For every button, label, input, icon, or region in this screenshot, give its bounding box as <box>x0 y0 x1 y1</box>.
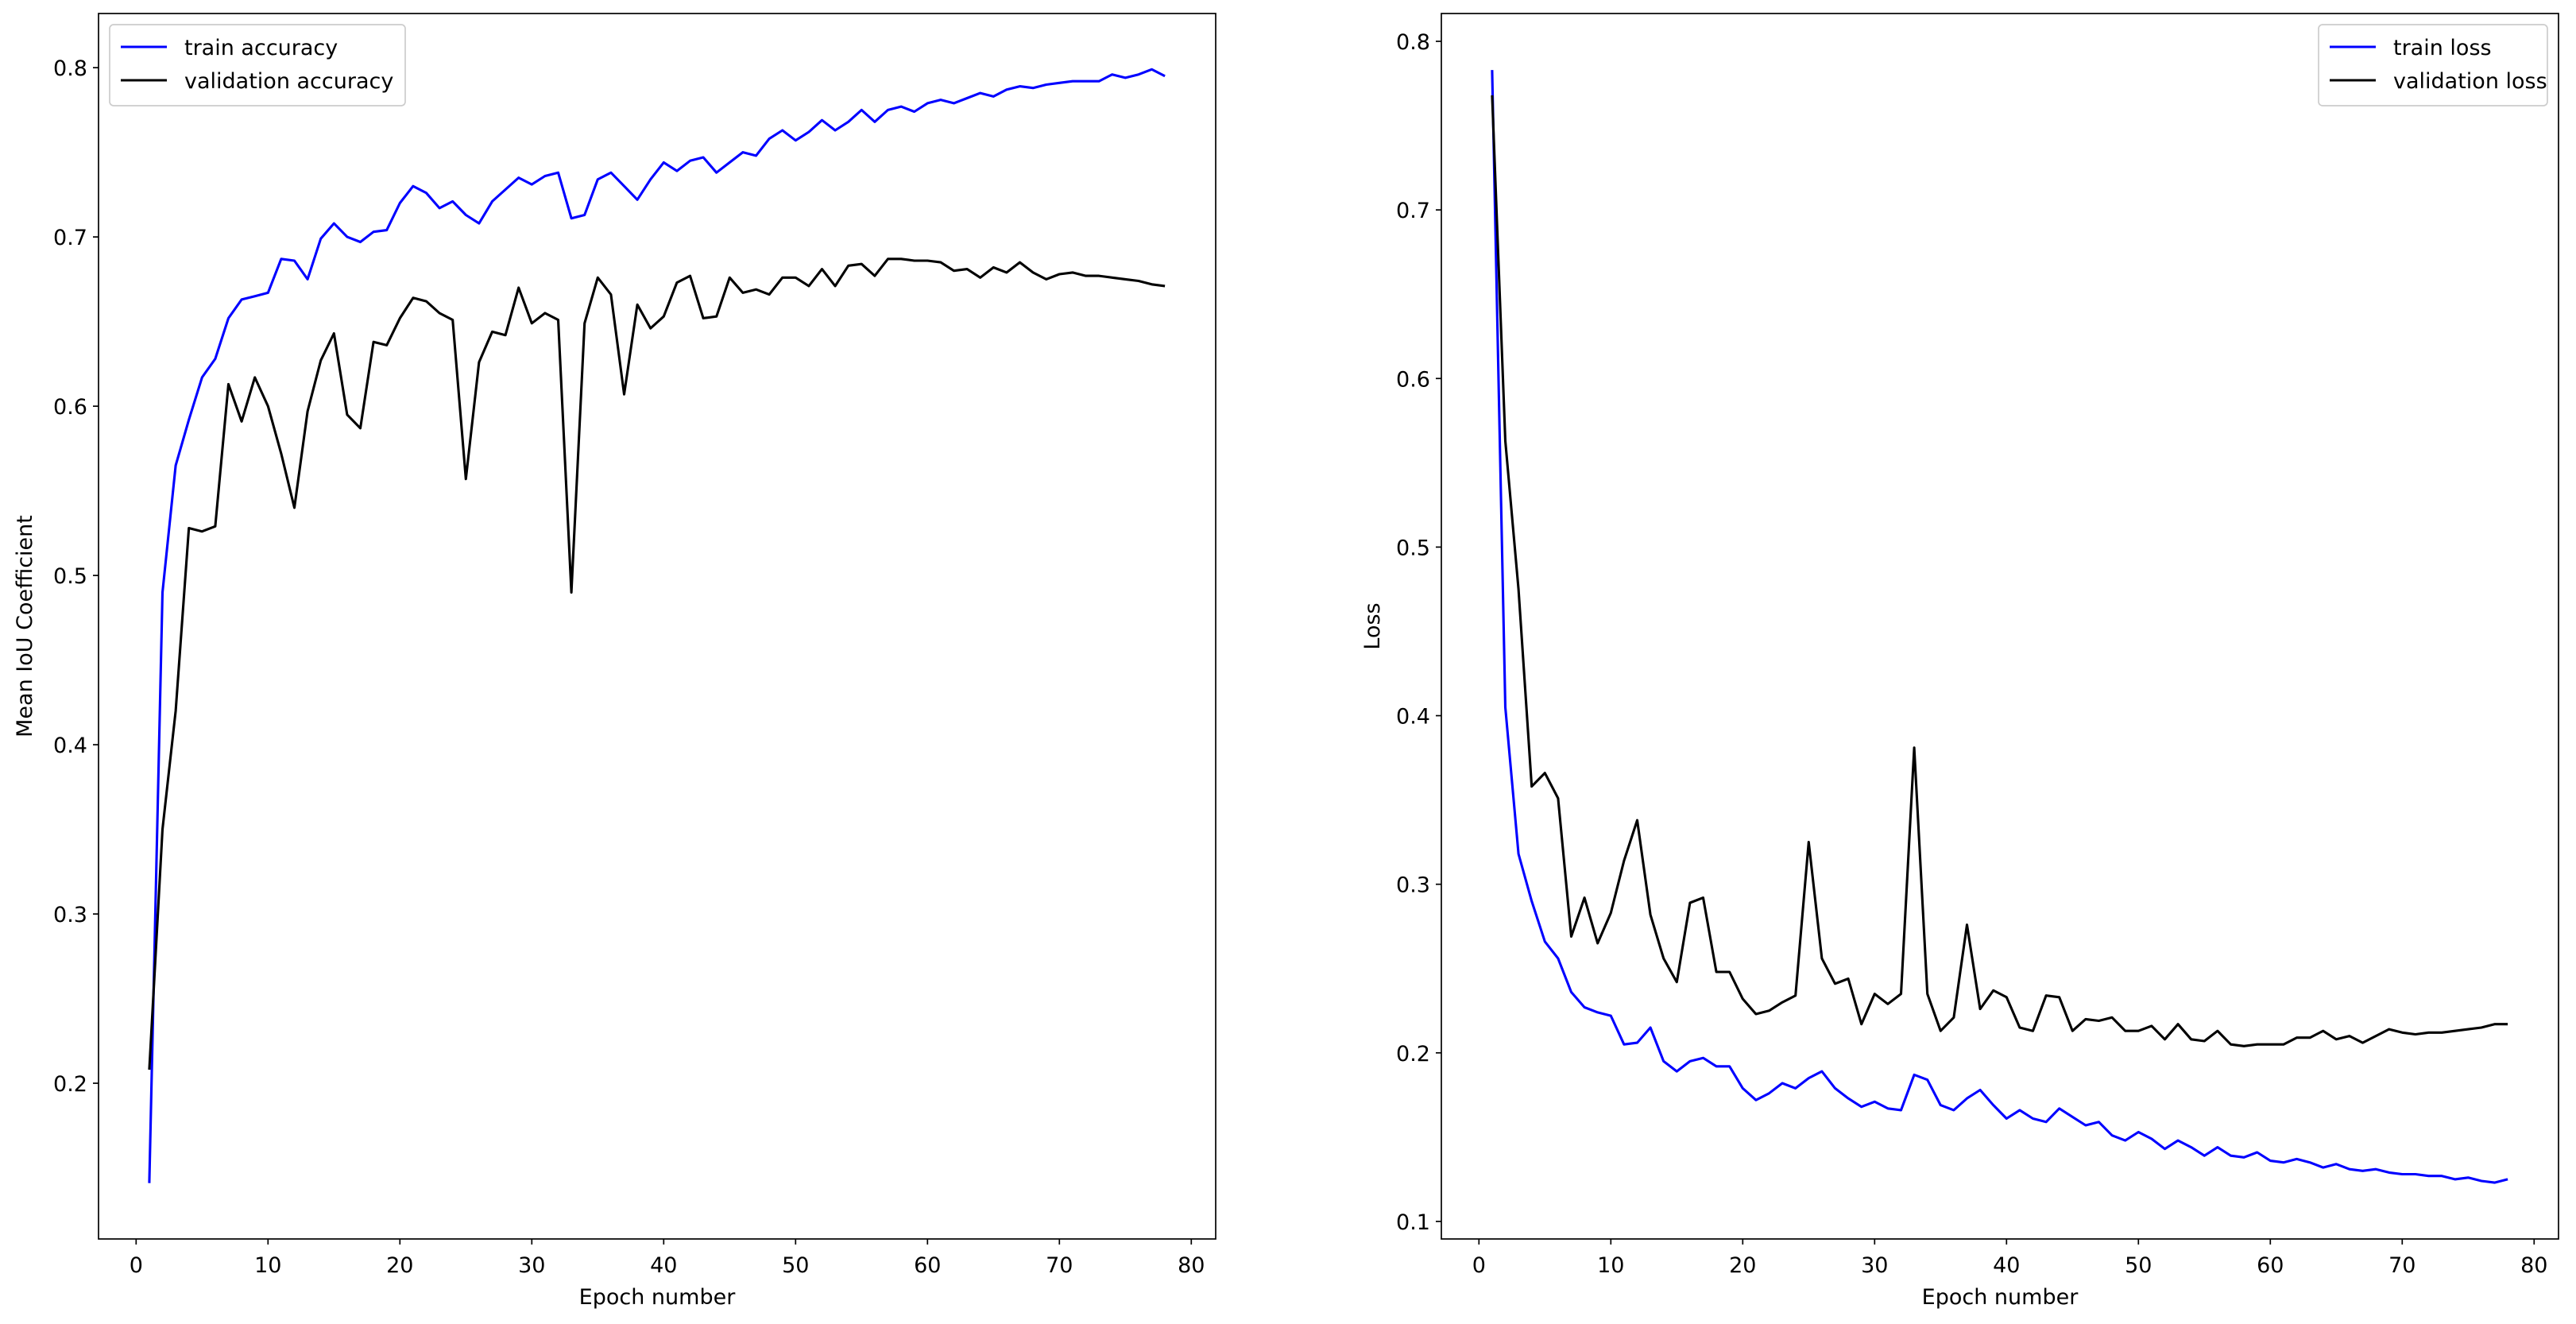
y-tick-label: 0.4 <box>1396 705 1430 730</box>
x-tick-label: 60 <box>2257 1253 2284 1278</box>
legend: train loss validation loss <box>2318 24 2548 106</box>
x-tick-label: 40 <box>1993 1253 2020 1278</box>
y-axis-label: Mean IoU Coefficient <box>13 515 37 737</box>
accuracy-chart: 0 10 20 30 40 50 60 70 80 0.2 0.3 0.4 0.5 0.6 0.7 0.8 Ep… <box>13 13 1216 1310</box>
x-tick-label: 20 <box>1729 1253 1756 1278</box>
loss-chart: 0 10 20 30 40 50 60 70 80 0.1 0.2 0.3 0.4 0.5 0.6 0.7 0.… <box>1360 13 2559 1310</box>
y-tick-label: 0.3 <box>1396 873 1430 898</box>
x-tick-label: 50 <box>782 1253 809 1278</box>
y-tick-label: 0.3 <box>53 903 87 927</box>
legend-label: train accuracy <box>184 36 338 60</box>
x-tick-label: 70 <box>2388 1253 2415 1278</box>
y-tick-label: 0.4 <box>53 734 87 758</box>
x-tick-label: 50 <box>2125 1253 2152 1278</box>
y-tick-label: 0.8 <box>1396 30 1430 55</box>
x-axis-label: Epoch number <box>579 1285 737 1310</box>
legend-label: validation accuracy <box>184 69 393 94</box>
axes-frame <box>98 13 1216 1240</box>
series-line-validation-accuracy <box>148 257 1166 1070</box>
series-line-train-accuracy <box>148 68 1166 1183</box>
x-tick-label: 60 <box>914 1253 941 1278</box>
x-tick-label: 0 <box>130 1253 143 1278</box>
y-tick-label: 0.1 <box>1396 1210 1430 1235</box>
y-axis-label: Loss <box>1360 602 1385 649</box>
series-line-validation-loss <box>1491 95 2508 1047</box>
legend: train accuracy validation accuracy <box>109 24 406 106</box>
axes-frame <box>1441 13 2559 1240</box>
x-tick-label: 30 <box>518 1253 545 1278</box>
y-tick-label: 0.8 <box>53 56 87 81</box>
x-tick-label: 70 <box>1046 1253 1073 1278</box>
y-tick-label: 0.2 <box>53 1072 87 1097</box>
y-tick-label: 0.7 <box>1396 199 1430 223</box>
x-tick-label: 30 <box>1861 1253 1888 1278</box>
x-tick-label: 40 <box>650 1253 677 1278</box>
y-tick-label: 0.7 <box>53 226 87 250</box>
x-tick-label: 20 <box>386 1253 413 1278</box>
x-axis-label: Epoch number <box>1922 1285 2079 1310</box>
y-tick-label: 0.6 <box>53 395 87 420</box>
x-tick-label: 0 <box>1472 1253 1486 1278</box>
legend-box <box>2318 24 2548 106</box>
legend-label: validation loss <box>2393 69 2547 94</box>
legend-box <box>109 24 406 106</box>
y-tick-label: 0.5 <box>1396 536 1430 560</box>
y-tick-label: 0.5 <box>53 564 87 589</box>
y-tick-label: 0.6 <box>1396 367 1430 392</box>
x-tick-label: 10 <box>1597 1253 1624 1278</box>
x-tick-label: 80 <box>2520 1253 2547 1278</box>
legend-label: train loss <box>2393 36 2492 60</box>
x-tick-label: 10 <box>254 1253 281 1278</box>
x-tick-label: 80 <box>1178 1253 1205 1278</box>
y-tick-label: 0.2 <box>1396 1042 1430 1067</box>
series-line-train-loss <box>1491 70 2508 1184</box>
